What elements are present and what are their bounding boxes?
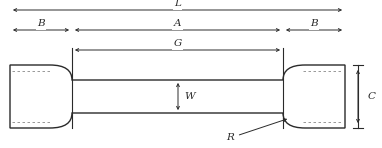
Text: A: A	[174, 20, 181, 29]
Text: W: W	[185, 92, 195, 101]
Text: G: G	[173, 40, 181, 49]
Text: B: B	[310, 20, 318, 29]
Text: R: R	[226, 119, 286, 143]
Text: C: C	[368, 92, 376, 101]
Text: B: B	[37, 20, 45, 29]
Text: L: L	[174, 0, 181, 8]
